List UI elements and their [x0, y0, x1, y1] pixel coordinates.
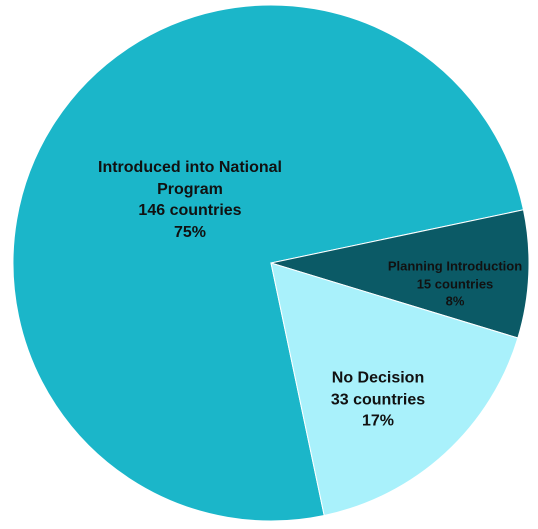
slice-label: Planning Introduction 15 countries 8% — [360, 258, 538, 311]
value-label: 8% — [445, 293, 465, 309]
pie-slice — [270, 209, 530, 339]
count-label: 146 countries — [138, 202, 242, 219]
count-label: 33 countries — [330, 391, 426, 409]
category-label: No Decision — [331, 369, 425, 387]
pie-slice — [270, 262, 519, 517]
slice-label: Introduced into National Program 146 coun… — [90, 157, 290, 243]
category-label: Planning Introduction — [387, 258, 523, 274]
slice-label: No Decision 33 countries 17% — [308, 368, 448, 433]
category-label: Introduced into National Program — [98, 158, 282, 198]
value-label: 75% — [173, 223, 207, 241]
value-label: 17% — [361, 412, 395, 430]
pie-slice — [12, 4, 525, 522]
count-label: 15 countries — [416, 276, 494, 292]
